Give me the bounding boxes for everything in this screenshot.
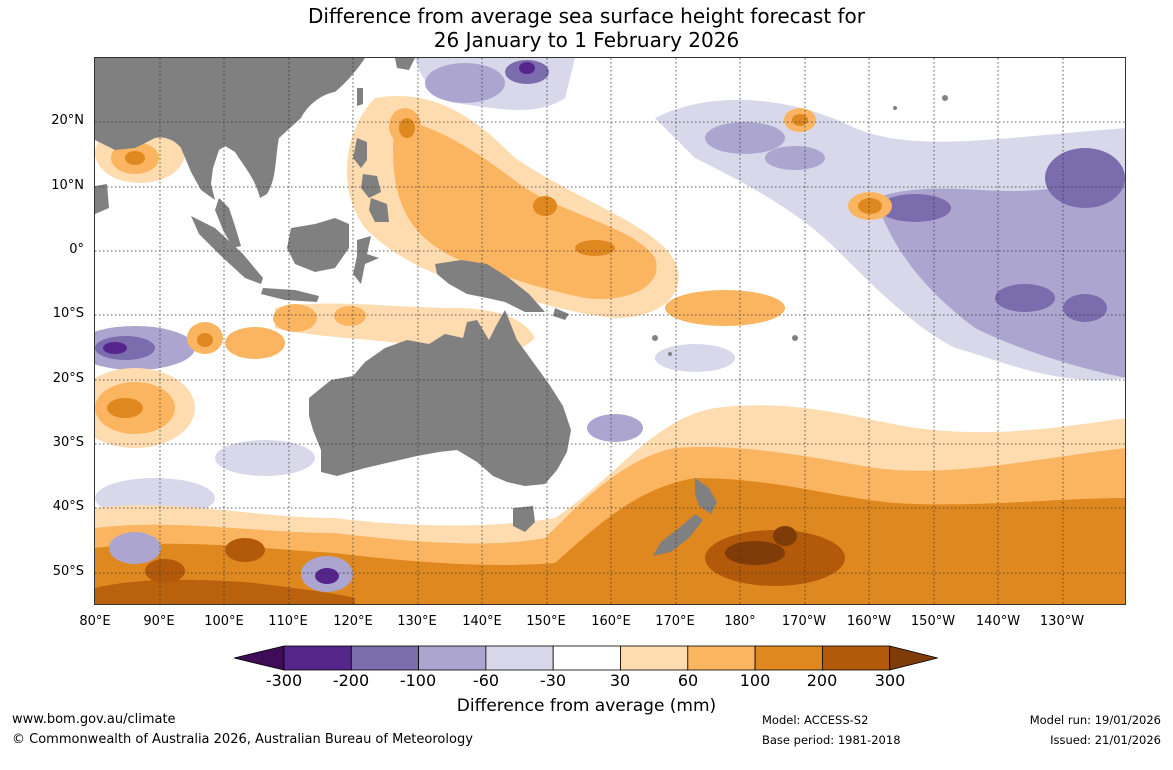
- lat-label-30s: 30°S: [52, 435, 84, 450]
- positive-anomaly-regions: [95, 96, 1125, 604]
- lon-label-140w: 140°W: [975, 614, 1021, 629]
- issued-date: Issued: 21/01/2026: [1050, 733, 1161, 747]
- copyright-text: © Commonwealth of Australia 2026, Austra…: [12, 732, 473, 747]
- model-run-date: Model run: 19/01/2026: [1029, 713, 1161, 727]
- lat-label-20n: 20°N: [51, 113, 84, 128]
- colorbar-cell-6: [620, 645, 689, 671]
- colorbar-extension-low: [234, 645, 285, 671]
- lon-label-170w: 170°W: [781, 614, 827, 629]
- negative-anomaly-regions: [95, 58, 1125, 602]
- colorbar-tick-minus60: -60: [472, 671, 500, 690]
- colorbar-cell-1: [283, 645, 352, 671]
- colorbar-cell-2: [350, 645, 420, 671]
- colorbar-tick-60: 60: [677, 671, 699, 690]
- colorbar-cell-9: [822, 645, 891, 671]
- colorbar-cell-5: [552, 645, 621, 671]
- lon-label-110e: 110°E: [268, 614, 308, 629]
- map-title: Difference from average sea surface heig…: [0, 4, 1173, 52]
- lat-label-20s: 20°S: [52, 371, 84, 386]
- lon-label-90e: 90°E: [143, 614, 175, 629]
- lon-label-120e: 120°E: [333, 614, 373, 629]
- colorbar-title: Difference from average (mm): [456, 696, 717, 716]
- graticule: [95, 58, 1125, 604]
- title-line-1: Difference from average sea surface heig…: [307, 4, 866, 28]
- lon-label-130e: 130°E: [397, 614, 437, 629]
- lat-label-10s: 10°S: [52, 306, 84, 321]
- base-period: Base period: 1981-2018: [762, 733, 901, 747]
- colorbar-tick-minus300: -300: [265, 671, 303, 690]
- lon-label-130w: 130°W: [1039, 614, 1085, 629]
- lon-label-160w: 160°W: [846, 614, 892, 629]
- lat-label-50s: 50°S: [52, 564, 84, 579]
- colorbar-extension-high: [889, 645, 938, 671]
- colorbar-tick-minus200: -200: [332, 671, 370, 690]
- lon-label-170e: 170°E: [655, 614, 695, 629]
- title-line-2: 26 January to 1 February 2026: [433, 28, 740, 52]
- map-svg: [95, 58, 1125, 604]
- colorbar-tick-30: 30: [609, 671, 631, 690]
- lon-label-80e: 80°E: [79, 614, 111, 629]
- colorbar-cell-8: [754, 645, 823, 671]
- colorbar-tick-200: 200: [806, 671, 838, 690]
- colorbar-cell-3: [418, 645, 487, 671]
- colorbar-cell-7: [687, 645, 756, 671]
- lon-label-140e: 140°E: [462, 614, 502, 629]
- lat-label-10n: 10°N: [51, 178, 84, 193]
- sea-surface-height-map: [94, 57, 1126, 605]
- model-name: Model: ACCESS-S2: [762, 713, 869, 727]
- lon-label-100e: 100°E: [204, 614, 244, 629]
- lat-label-40s: 40°S: [52, 499, 84, 514]
- colorbar-cell-4: [485, 645, 554, 671]
- lon-label-160e: 160°E: [591, 614, 631, 629]
- website-link[interactable]: www.bom.gov.au/climate: [12, 712, 176, 727]
- colorbar-tick-300: 300: [874, 671, 906, 690]
- lon-label-150e: 150°E: [526, 614, 566, 629]
- colorbar-tick-minus30: -30: [539, 671, 567, 690]
- land-masses: [95, 58, 948, 556]
- lon-label-180: 180°: [724, 614, 756, 629]
- colorbar: [234, 645, 938, 671]
- colorbar-tick-100: 100: [739, 671, 771, 690]
- lon-label-150w: 150°W: [910, 614, 956, 629]
- colorbar-tick-minus100: -100: [399, 671, 437, 690]
- lat-label-0: 0°: [69, 242, 84, 257]
